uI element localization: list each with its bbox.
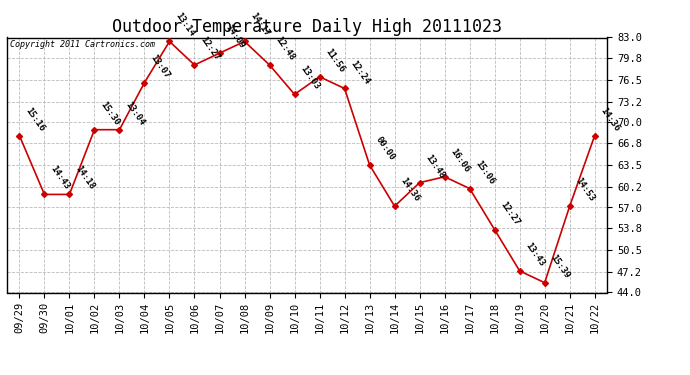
Text: 14:09: 14:09 <box>224 23 246 50</box>
Text: 15:06: 15:06 <box>474 159 497 186</box>
Text: Copyright 2011 Cartronics.com: Copyright 2011 Cartronics.com <box>10 40 155 49</box>
Text: 13:04: 13:04 <box>124 100 146 127</box>
Text: 13:14: 13:14 <box>174 12 197 39</box>
Text: 14:43: 14:43 <box>48 165 71 192</box>
Text: 11:56: 11:56 <box>324 47 346 74</box>
Text: 14:53: 14:53 <box>574 176 597 203</box>
Text: 13:03: 13:03 <box>299 64 322 92</box>
Text: 12:27: 12:27 <box>499 200 522 227</box>
Text: 15:39: 15:39 <box>549 253 571 280</box>
Title: Outdoor Temperature Daily High 20111023: Outdoor Temperature Daily High 20111023 <box>112 18 502 36</box>
Text: 00:00: 00:00 <box>374 135 397 162</box>
Text: 16:06: 16:06 <box>448 147 471 174</box>
Text: 15:30: 15:30 <box>99 100 121 127</box>
Text: 15:16: 15:16 <box>23 106 46 133</box>
Text: 12:48: 12:48 <box>274 35 297 62</box>
Text: 13:48: 13:48 <box>424 153 446 180</box>
Text: 14:18: 14:18 <box>74 165 97 192</box>
Text: 13:07: 13:07 <box>148 53 171 80</box>
Text: 14:36: 14:36 <box>599 106 622 133</box>
Text: 12:27: 12:27 <box>199 35 221 62</box>
Text: 14:36: 14:36 <box>399 176 422 203</box>
Text: 13:43: 13:43 <box>524 241 546 268</box>
Text: 12:24: 12:24 <box>348 58 371 86</box>
Text: 14:17: 14:17 <box>248 12 271 39</box>
